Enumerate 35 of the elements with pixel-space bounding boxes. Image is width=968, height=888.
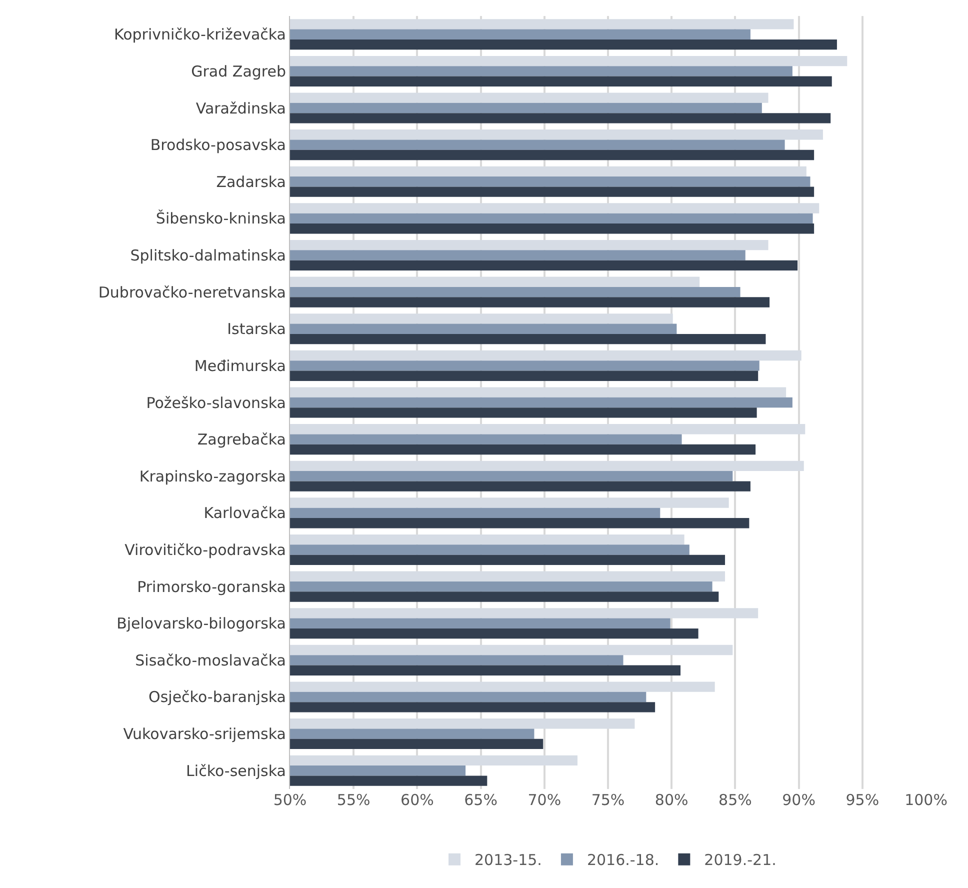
y-tick-label: Zadarska [216,172,286,191]
x-tick-label: 85% [718,791,752,809]
x-tick-label: 70% [528,791,562,809]
y-tick-label: Sisačko-moslavačka [135,651,286,670]
y-tick-label: Međimurska [194,356,286,375]
y-tick-label: Bjelovarsko-bilogorska [116,614,286,633]
y-tick-label: Krapinsko-zagorska [139,467,286,486]
y-tick-label: Ličko-senjska [186,762,286,780]
y-tick-label: Virovitičko-podravska [124,540,286,559]
y-tick-label: Dubrovačko-neretvanska [98,283,286,302]
x-tick-label: 80% [654,791,688,809]
y-tick-label: Vukovarsko-srijemska [123,725,286,744]
x-tick-label: 50% [273,791,307,809]
y-tick-label: Šibensko-kninska [156,210,286,228]
y-tick-label: Osječko-baranjska [148,688,286,706]
legend-label: 2019.-21. [704,851,776,870]
y-tick-label: Istarska [227,320,286,338]
legend-label: 2016.-18. [586,851,660,870]
x-tick-label: 60% [400,791,434,809]
x-tick-label: 65% [464,791,498,809]
y-tick-label: Požeško-slavonska [146,394,286,412]
y-tick-label: Karlovačka [204,504,286,522]
x-tick-label: 90% [782,791,816,809]
x-tick-label: 100% [904,791,948,809]
x-tick-label: 55% [336,791,370,809]
y-tick-label: Splitsko-dalmatinska [130,246,286,265]
x-tick-label: 95% [846,791,880,809]
legend-label: 2013-15. [474,851,542,870]
y-tick-label: Zagrebačka [197,430,286,449]
y-tick-label: Primorsko-goranska [137,578,286,596]
y-tick-label: Brodsko-posavska [150,136,286,154]
x-tick-label: 75% [591,791,625,809]
y-tick-label: Koprivničko-križevačka [114,26,286,44]
y-tick-label: Varaždinska [196,99,286,118]
y-tick-label: Grad Zagreb [191,62,286,80]
